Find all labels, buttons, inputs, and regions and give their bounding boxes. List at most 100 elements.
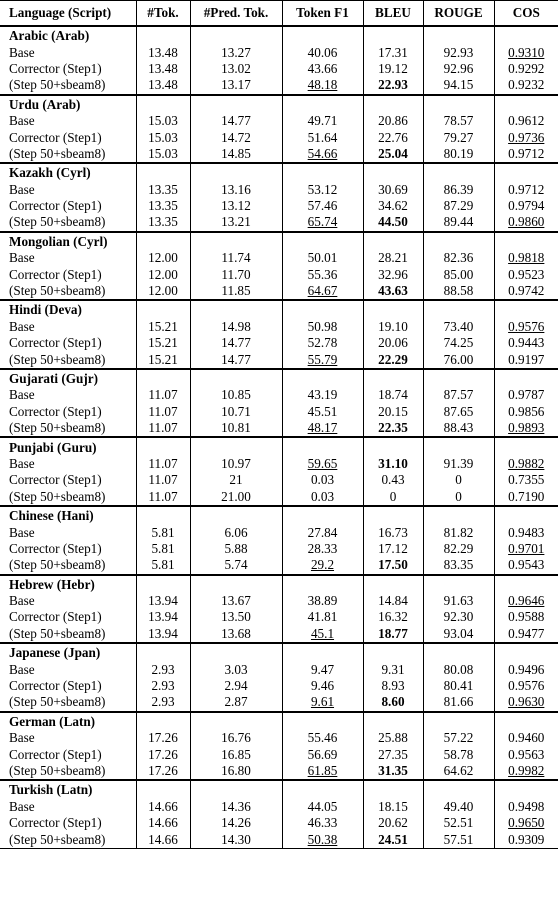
group-header-row: Hindi (Deva): [0, 300, 558, 319]
group-name: Arabic (Arab): [9, 28, 90, 44]
value-cell: 0.9650: [493, 814, 558, 832]
value-cell: 34.62: [362, 197, 423, 215]
row-label: (Step 50+sbeam8): [9, 625, 106, 641]
underlined-value: 9.61: [310, 694, 335, 710]
data-row: Corrector (Step1) 13.48 13.02 43.66 19.12 92.…: [0, 60, 558, 78]
value-cell: 73.40: [422, 318, 494, 336]
empty-cell: [281, 368, 363, 388]
value-cell: 0.9701: [493, 540, 558, 558]
value-cell: 20.15: [362, 403, 423, 420]
value-cell: 21.00: [189, 488, 282, 506]
empty-cell: [135, 437, 190, 456]
column-header: Token F1: [281, 0, 363, 27]
data-row: Base 5.81 6.06 27.84 16.73 81.82 0.9483: [0, 524, 558, 541]
underlined-value: 0.9701: [508, 540, 545, 556]
value-cell: 55.36: [281, 266, 363, 283]
value-cell: 0.9712: [493, 181, 558, 198]
data-row: (Step 50+sbeam8) 5.81 5.74 29.2 17.50 83.35 0.…: [0, 557, 558, 575]
value-cell: 18.74: [362, 387, 423, 404]
row-label: (Step 50+sbeam8): [9, 77, 106, 93]
value-cell: 18.77: [362, 625, 423, 644]
row-label: (Step 50+sbeam8): [9, 145, 106, 161]
value-cell: 14.85: [189, 145, 282, 164]
value-cell: 16.76: [189, 730, 282, 747]
value-cell: 0.9543: [493, 557, 558, 575]
value-cell: 8.60: [362, 694, 423, 712]
value-cell: 2.93: [135, 677, 190, 695]
value-cell: 0.9443: [493, 335, 558, 352]
row-label: Corrector (Step1): [9, 266, 102, 282]
empty-cell: [189, 574, 282, 593]
empty-cell: [189, 711, 282, 731]
row-label: Base: [9, 455, 35, 471]
value-cell: 53.12: [281, 181, 363, 198]
data-row: Corrector (Step1) 2.93 2.94 9.46 8.93 80.41 0.…: [0, 677, 558, 695]
value-cell: 13.35: [135, 214, 190, 232]
value-cell: 94.15: [422, 77, 494, 95]
underlined-value: 65.74: [307, 214, 338, 230]
empty-cell: [493, 780, 558, 799]
data-row: Corrector (Step1) 12.00 11.70 55.36 32.96 85.…: [0, 266, 558, 283]
value-cell: 13.17: [189, 77, 282, 95]
value-cell: 17.26: [135, 762, 190, 781]
value-cell: 32.96: [362, 266, 423, 283]
value-cell: 11.07: [135, 403, 190, 420]
value-cell: 0.9292: [493, 60, 558, 78]
value-cell: 3.03: [189, 661, 282, 678]
value-cell: 22.29: [362, 351, 423, 369]
row-label: (Step 50+sbeam8): [9, 557, 106, 573]
group-name: Hebrew (Hebr): [9, 576, 95, 592]
value-cell: 13.35: [135, 197, 190, 215]
value-cell: 0.9787: [493, 387, 558, 404]
underlined-value: 55.79: [307, 351, 338, 367]
row-label: Corrector (Step1): [9, 472, 102, 488]
empty-cell: [135, 574, 190, 593]
empty-cell: [189, 368, 282, 388]
value-cell: 2.93: [135, 661, 190, 678]
column-header: #Pred. Tok.: [189, 0, 282, 27]
value-cell: 76.00: [422, 351, 494, 369]
group-header-row: Punjabi (Guru): [0, 437, 558, 456]
value-cell: 0.9309: [493, 831, 558, 849]
value-cell: 92.93: [422, 44, 494, 61]
data-row: Base 11.07 10.85 43.19 18.74 87.57 0.9787: [0, 387, 558, 404]
value-cell: 9.31: [362, 661, 423, 678]
data-row: Corrector (Step1) 15.21 14.77 52.78 20.06 74.…: [0, 335, 558, 352]
value-cell: 10.71: [189, 403, 282, 420]
value-cell: 20.62: [362, 814, 423, 832]
value-cell: 14.26: [189, 814, 282, 832]
empty-cell: [362, 437, 423, 456]
value-cell: 0.9742: [493, 282, 558, 301]
empty-cell: [281, 643, 363, 662]
underlined-value: 54.66: [307, 145, 338, 161]
value-cell: 10.81: [189, 419, 282, 438]
value-cell: 0.9498: [493, 798, 558, 815]
value-cell: 13.48: [135, 44, 190, 61]
data-row: Corrector (Step1) 5.81 5.88 28.33 17.12 82.29…: [0, 540, 558, 558]
value-cell: 46.33: [281, 814, 363, 832]
value-cell: 57.46: [281, 197, 363, 215]
value-cell: 19.12: [362, 60, 423, 78]
value-cell: 59.65: [281, 455, 363, 473]
value-cell: 17.26: [135, 746, 190, 763]
group-name: Urdu (Arab): [9, 96, 81, 112]
underlined-value: 61.85: [307, 762, 338, 778]
value-cell: 50.01: [281, 250, 363, 267]
value-cell: 41.81: [281, 609, 363, 626]
empty-cell: [362, 94, 423, 113]
group-name: Turkish (Latn): [9, 782, 93, 798]
empty-cell: [281, 437, 363, 456]
row-label: (Step 50+sbeam8): [9, 214, 106, 230]
underlined-value: 0.9630: [508, 694, 545, 710]
value-cell: 55.79: [281, 351, 363, 369]
value-cell: 0.9818: [493, 250, 558, 267]
value-cell: 15.21: [135, 351, 190, 369]
data-row: Corrector (Step1) 14.66 14.26 46.33 20.62 52.…: [0, 814, 558, 832]
value-cell: 20.86: [362, 112, 423, 130]
underlined-value: 0.9646: [508, 593, 545, 609]
header-row: Language (Script) #Tok. #Pred. Tok. Token F…: [0, 0, 558, 27]
value-cell: 65.74: [281, 214, 363, 232]
value-cell: 0.9712: [493, 145, 558, 164]
value-cell: 0.9856: [493, 403, 558, 420]
value-cell: 91.39: [422, 455, 494, 473]
